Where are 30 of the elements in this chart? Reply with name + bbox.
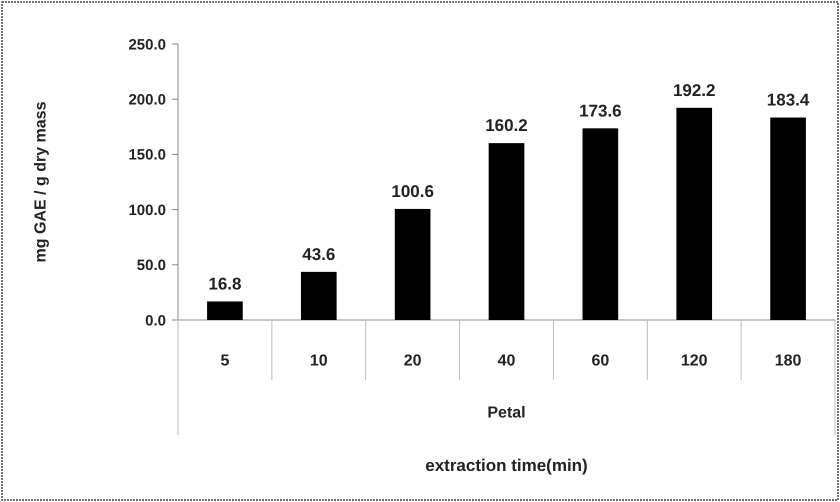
data-label: 43.6 <box>302 244 336 264</box>
bar <box>770 118 806 320</box>
bar <box>582 128 618 320</box>
y-axis-title: mg GAE / g dry mass <box>32 101 50 262</box>
bar <box>394 208 430 320</box>
x-tick-label: 5 <box>220 352 230 370</box>
y-tick-label: 100.0 <box>128 202 166 219</box>
bar <box>676 108 712 320</box>
x-tick-label: 10 <box>310 352 328 370</box>
bar <box>488 143 524 320</box>
bar <box>300 272 337 320</box>
text: Petal <box>487 404 526 422</box>
x-tick-label: 120 <box>680 352 708 370</box>
data-label: 100.6 <box>391 182 434 201</box>
text: extraction time(min) <box>425 456 588 475</box>
y-tick-label: 150.0 <box>128 146 166 164</box>
bar <box>207 301 243 320</box>
x-tick-label: 180 <box>774 352 802 370</box>
x-tick-label: 40 <box>498 352 516 370</box>
x-tick-label: 60 <box>591 352 610 370</box>
data-label: 192.2 <box>672 80 716 100</box>
y-tick-label: 50.0 <box>136 257 166 274</box>
x-tick-label: 20 <box>404 352 422 370</box>
y-tick-label: 250.0 <box>128 36 166 54</box>
data-label: 16.8 <box>208 274 242 294</box>
data-label: 160.2 <box>485 116 528 136</box>
data-label: 183.4 <box>766 90 810 110</box>
data-label: 173.6 <box>579 101 622 120</box>
y-tick-label: 200.0 <box>128 91 166 108</box>
y-tick-label: 0.0 <box>145 312 166 330</box>
